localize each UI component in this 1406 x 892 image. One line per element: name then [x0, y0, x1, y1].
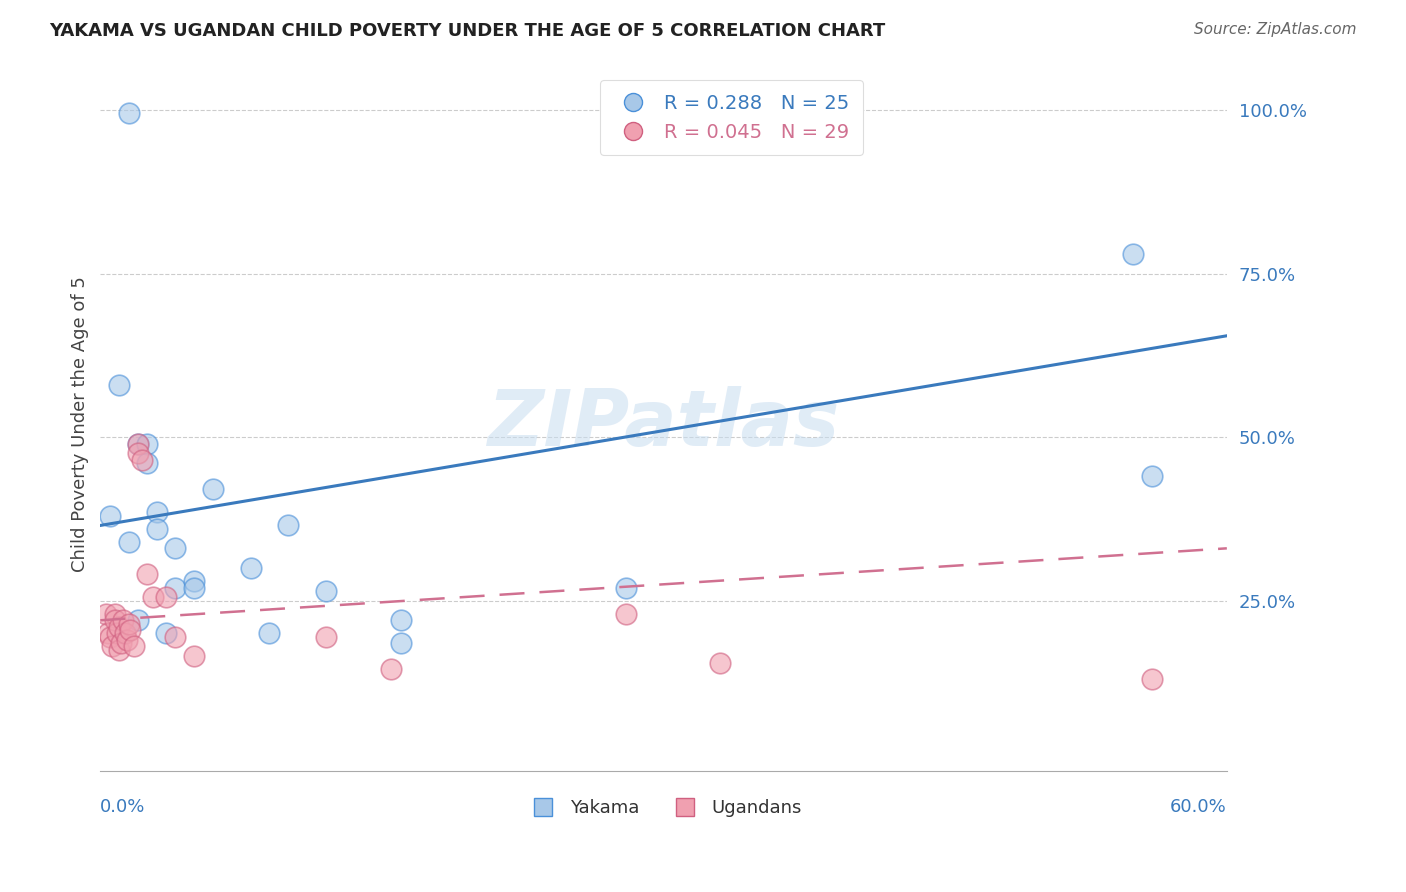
Point — [127, 436, 149, 450]
Point — [155, 591, 177, 605]
Point — [104, 607, 127, 621]
Point — [136, 456, 159, 470]
Point — [389, 636, 412, 650]
Point — [108, 620, 131, 634]
Point — [145, 522, 167, 536]
Point — [98, 508, 121, 523]
Point — [122, 640, 145, 654]
Point — [183, 574, 205, 588]
Point — [183, 649, 205, 664]
Text: Source: ZipAtlas.com: Source: ZipAtlas.com — [1194, 22, 1357, 37]
Point — [105, 626, 128, 640]
Point — [111, 613, 134, 627]
Text: YAKAMA VS UGANDAN CHILD POVERTY UNDER THE AGE OF 5 CORRELATION CHART: YAKAMA VS UGANDAN CHILD POVERTY UNDER TH… — [49, 22, 886, 40]
Point — [259, 626, 281, 640]
Point — [142, 591, 165, 605]
Point — [97, 626, 120, 640]
Text: 60.0%: 60.0% — [1170, 798, 1227, 816]
Point — [1140, 672, 1163, 686]
Point — [127, 436, 149, 450]
Point — [709, 656, 731, 670]
Point — [108, 642, 131, 657]
Point — [1140, 469, 1163, 483]
Point — [117, 534, 139, 549]
Point — [94, 607, 117, 621]
Point — [239, 561, 262, 575]
Point — [104, 613, 127, 627]
Point — [127, 613, 149, 627]
Point — [183, 581, 205, 595]
Point — [127, 446, 149, 460]
Point — [315, 630, 337, 644]
Point — [108, 377, 131, 392]
Point — [165, 581, 187, 595]
Point — [614, 607, 637, 621]
Y-axis label: Child Poverty Under the Age of 5: Child Poverty Under the Age of 5 — [72, 277, 89, 572]
Point — [165, 541, 187, 556]
Point — [117, 616, 139, 631]
Point — [1122, 247, 1144, 261]
Point — [136, 436, 159, 450]
Point — [136, 567, 159, 582]
Point — [380, 662, 402, 676]
Point — [115, 632, 138, 647]
Point — [98, 630, 121, 644]
Text: 0.0%: 0.0% — [100, 798, 146, 816]
Point — [389, 613, 412, 627]
Point — [155, 626, 177, 640]
Text: ZIPatlas: ZIPatlas — [488, 386, 839, 462]
Point — [110, 636, 132, 650]
Legend: Yakama, Ugandans: Yakama, Ugandans — [517, 791, 810, 824]
Point — [277, 518, 299, 533]
Point — [315, 583, 337, 598]
Point — [131, 453, 153, 467]
Point — [100, 640, 122, 654]
Point — [114, 626, 136, 640]
Point — [614, 581, 637, 595]
Point — [201, 483, 224, 497]
Point — [165, 630, 187, 644]
Point — [117, 106, 139, 120]
Point — [120, 623, 142, 637]
Point — [145, 505, 167, 519]
